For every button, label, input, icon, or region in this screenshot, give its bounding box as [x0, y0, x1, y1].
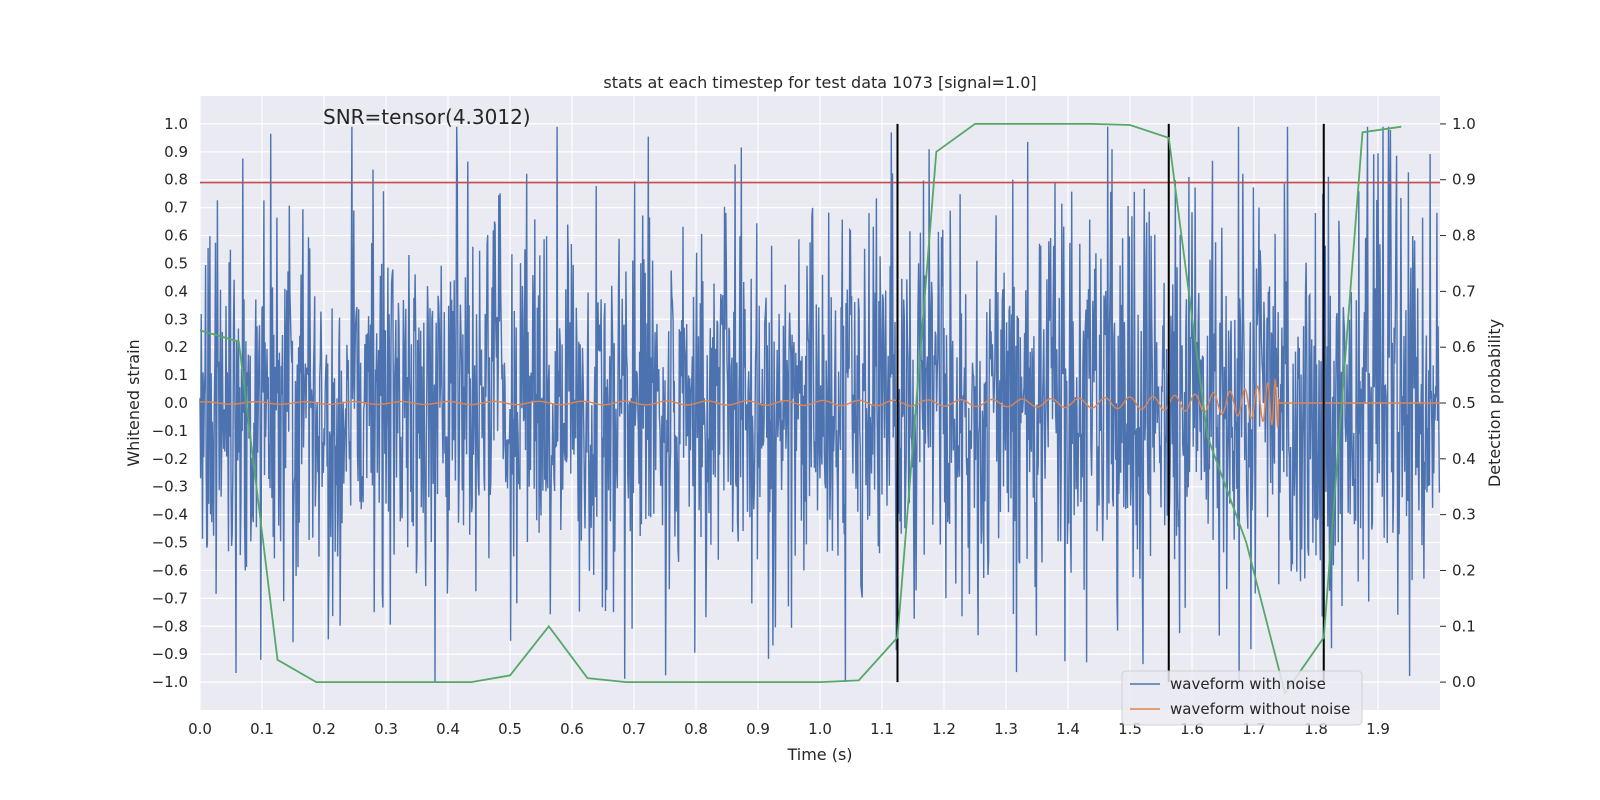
y-left-tick-label: −0.5 [152, 534, 188, 552]
x-tick-label: 0.8 [684, 720, 708, 738]
x-tick-label: 0.0 [188, 720, 212, 738]
detection-probability-line [199, 123, 1402, 696]
x-tick-label: 0.6 [560, 720, 584, 738]
x-tick-label: 0.2 [312, 720, 336, 738]
x-tick-label: 0.1 [250, 720, 274, 738]
legend-label-noise: waveform with noise [1170, 675, 1326, 693]
x-tick-label: 0.7 [622, 720, 646, 738]
x-tick-label: 1.4 [1056, 720, 1080, 738]
y-axis-label-right: Detection probability [1485, 319, 1504, 487]
waveform-with-noise-line [199, 126, 1441, 683]
y-left-tick-label: −1.0 [152, 673, 188, 691]
x-tick-label: 1.0 [808, 720, 832, 738]
snr-annotation: SNR=tensor(4.3012) [323, 105, 531, 129]
legend-label-clean: waveform without noise [1170, 700, 1350, 718]
chart-title: stats at each timestep for test data 107… [603, 73, 1036, 92]
x-tick-label: 1.1 [870, 720, 894, 738]
y-left-tick-label: −0.7 [152, 589, 188, 607]
y-right-tick-label: 0.1 [1452, 617, 1476, 635]
x-tick-label: 1.9 [1366, 720, 1390, 738]
x-tick-label: 0.4 [436, 720, 460, 738]
y-right-tick-label: 0.2 [1452, 561, 1476, 579]
y-left-tick-label: 0.9 [164, 143, 188, 161]
y-right-tick-label: 0.8 [1452, 227, 1476, 245]
y-right-tick-label: 0.4 [1452, 450, 1476, 468]
y-left-tick-label: −0.4 [152, 506, 188, 524]
y-left-tick-label: −0.3 [152, 478, 188, 496]
y-right-tick-label: 0.6 [1452, 338, 1476, 356]
y-right-tick-label: 0.7 [1452, 282, 1476, 300]
y-left-tick-label: −0.8 [152, 617, 188, 635]
x-tick-label: 0.3 [374, 720, 398, 738]
y-left-tick-label: −0.1 [152, 422, 188, 440]
legend: waveform with noise waveform without noi… [1121, 670, 1363, 726]
y-right-tick-label: 0.9 [1452, 171, 1476, 189]
y-left-tick-label: −0.2 [152, 450, 188, 468]
y-left-tick-label: 0.5 [164, 254, 188, 272]
y-left-tick-label: 0.6 [164, 227, 188, 245]
y-right-tick-label: 0.5 [1452, 394, 1476, 412]
y-left-tick-label: 1.0 [164, 115, 188, 133]
y-left-tick-label: −0.6 [152, 561, 188, 579]
y-left-tick-label: 0.2 [164, 338, 188, 356]
y-right-tick-label: 0.0 [1452, 673, 1476, 691]
y-left-tick-label: 0.8 [164, 171, 188, 189]
y-left-tick-label: −0.9 [152, 645, 188, 663]
y-axis-label-left: Whitened strain [124, 339, 143, 466]
y-left-tick-label: 0.7 [164, 199, 188, 217]
x-tick-label: 0.9 [746, 720, 770, 738]
ticks: 0.0 0.1 0.2 0.3 0.4 0.5 0.6 0.7 0.8 0.9 1.0 1.1 1.2 1… [152, 115, 1476, 738]
series-layer [199, 123, 1441, 696]
x-tick-label: 1.3 [994, 720, 1018, 738]
y-left-tick-label: 0.3 [164, 310, 188, 328]
y-left-tick-label: 0.4 [164, 282, 188, 300]
x-axis-label: Time (s) [786, 745, 852, 764]
y-left-tick-label: 0.1 [164, 366, 188, 384]
y-right-tick-label: 0.3 [1452, 506, 1476, 524]
x-tick-label: 0.5 [498, 720, 522, 738]
waveform-without-noise-line [200, 377, 1440, 428]
y-left-tick-label: 0.0 [164, 394, 188, 412]
x-tick-label: 1.2 [932, 720, 956, 738]
legend-box [1121, 670, 1363, 726]
y-right-tick-label: 1.0 [1452, 115, 1476, 133]
